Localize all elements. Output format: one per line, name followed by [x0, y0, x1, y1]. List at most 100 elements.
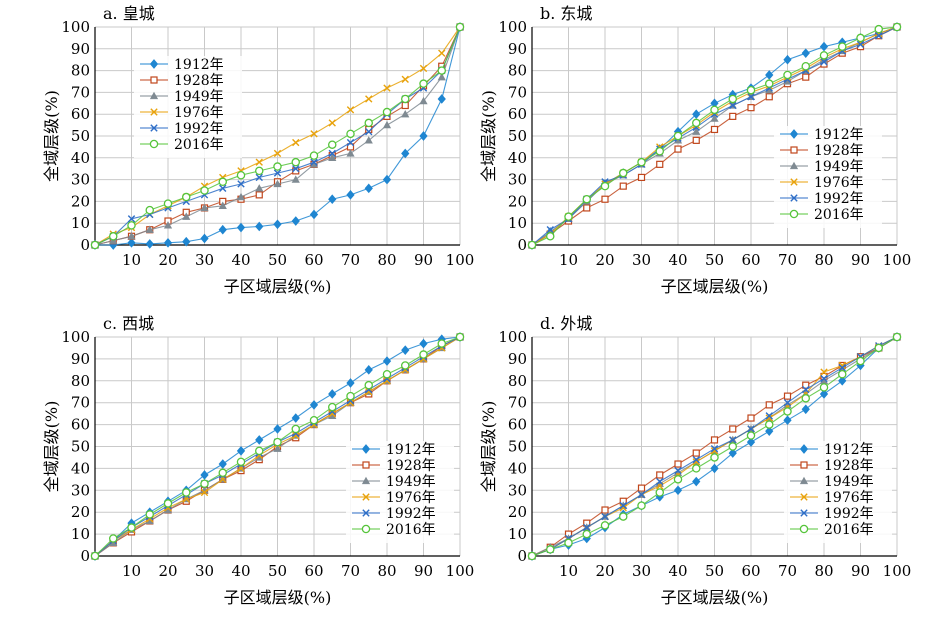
data-point	[328, 153, 337, 161]
y-tick-label: 0	[80, 547, 90, 565]
data-point	[619, 501, 627, 510]
legend-label: 1949年	[824, 474, 874, 490]
data-point	[874, 24, 884, 34]
data-point	[710, 114, 719, 122]
legend-label: 1912年	[174, 57, 224, 73]
y-tick-label: 50	[71, 438, 90, 456]
data-point	[328, 389, 337, 399]
legend-marker	[799, 476, 809, 485]
y-tick-label: 0	[517, 547, 527, 565]
data-point	[273, 169, 282, 177]
data-point	[710, 444, 719, 453]
data-point	[309, 209, 319, 220]
x-tick-label: 100	[883, 562, 912, 580]
data-point	[254, 166, 264, 176]
y-tick-label: 10	[508, 525, 527, 543]
x-tick-label: 90	[851, 562, 870, 580]
data-point	[783, 392, 792, 400]
series-5	[91, 23, 464, 249]
data-point	[765, 420, 774, 429]
data-point	[820, 58, 828, 66]
y-tick-label: 60	[508, 105, 527, 123]
data-point	[237, 180, 245, 188]
data-point	[255, 173, 263, 182]
series-1	[90, 22, 465, 250]
y-tick-label: 40	[71, 459, 90, 477]
data-point	[327, 402, 337, 412]
data-point	[163, 499, 173, 508]
data-point	[292, 431, 300, 440]
data-point	[218, 177, 227, 187]
data-point	[746, 85, 756, 95]
panel-title: a. 皇城	[103, 4, 155, 23]
data-point	[673, 485, 683, 496]
data-point	[346, 138, 355, 147]
data-point	[527, 240, 537, 250]
legend-marker	[800, 461, 808, 469]
data-point	[382, 120, 392, 129]
data-point	[163, 199, 173, 208]
data-point	[364, 380, 373, 390]
data-point	[273, 179, 282, 188]
data-point	[619, 512, 628, 521]
data-point	[819, 51, 829, 60]
chart-panel-2: 0 10 20 30 40 50 60 70 80 90 100 10 20 30 40 50 60 70 80 90…	[479, 4, 911, 296]
data-point	[765, 79, 774, 88]
data-point	[182, 236, 191, 247]
x-tick-label: 80	[377, 251, 396, 269]
data-point	[819, 383, 829, 392]
data-point	[127, 238, 136, 248]
data-point	[437, 94, 446, 104]
legend-marker	[150, 124, 158, 132]
legend-marker	[800, 509, 808, 517]
y-axis-title: 全域层级(%)	[479, 90, 498, 182]
data-point	[619, 182, 627, 190]
data-point	[729, 425, 737, 433]
data-point	[310, 130, 318, 138]
data-point	[601, 506, 609, 514]
data-point	[218, 459, 227, 469]
data-point	[437, 72, 446, 81]
data-point	[346, 378, 355, 388]
data-point	[655, 147, 665, 156]
data-point	[819, 41, 829, 52]
data-point	[364, 118, 373, 128]
data-point	[438, 49, 446, 57]
legend-marker	[149, 139, 159, 149]
data-point	[747, 425, 755, 433]
legend-marker	[789, 129, 799, 139]
data-point	[218, 224, 227, 235]
x-tick-label: 30	[195, 562, 214, 580]
data-point	[546, 232, 555, 241]
x-tick-label: 10	[559, 251, 578, 269]
y-tick-label: 10	[71, 214, 90, 232]
data-point	[692, 476, 701, 487]
data-point	[145, 510, 154, 519]
panel-title: b. 东城	[540, 4, 592, 23]
legend-label: 2016年	[174, 137, 224, 153]
x-axis-title: 子区域层级(%)	[224, 588, 332, 607]
data-point	[200, 203, 209, 212]
data-point	[382, 107, 392, 117]
legend-label: 1928年	[386, 458, 436, 474]
legend-label: 1949年	[386, 474, 436, 490]
data-point	[856, 33, 865, 43]
x-axis-title: 子区域层级(%)	[661, 588, 769, 607]
legend-marker	[789, 209, 799, 219]
data-point	[710, 125, 719, 134]
x-tick-label: 40	[668, 562, 687, 580]
data-point	[820, 374, 828, 383]
data-point	[419, 79, 428, 88]
data-point	[582, 194, 592, 204]
data-point	[291, 424, 300, 434]
data-point	[655, 488, 665, 497]
data-point	[673, 475, 683, 484]
data-point	[765, 414, 773, 422]
data-point	[656, 477, 664, 486]
y-tick-label: 100	[498, 328, 527, 346]
data-point	[309, 415, 319, 425]
data-point	[710, 463, 719, 474]
data-point	[145, 205, 154, 215]
legend-marker	[789, 161, 799, 170]
